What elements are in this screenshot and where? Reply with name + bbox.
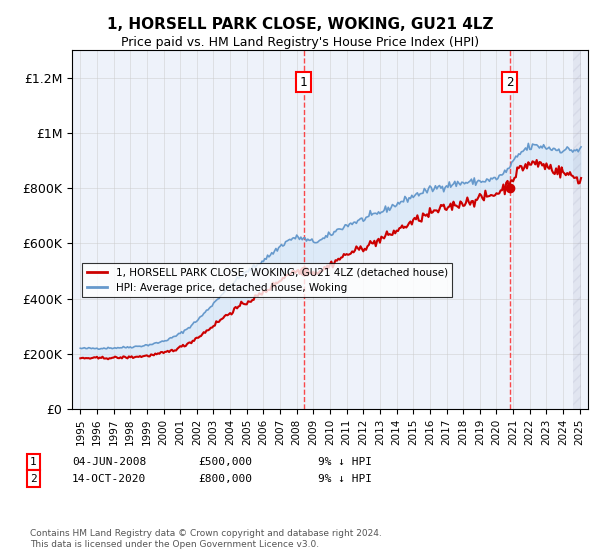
Text: 1: 1 xyxy=(30,457,37,467)
1, HORSELL PARK CLOSE, WOKING, GU21 4LZ (detached house) xyxy=(337,254,344,261)
HPI: Average price, detached house, Woking: (2.01e+03, 6.51e+05): Average price, detached house, Woking: (… xyxy=(337,226,344,232)
HPI: Average price, detached house, Woking: (2.02e+03, 8.25e+05): Average price, detached house, Woking: (… xyxy=(451,178,458,185)
HPI: Average price, detached house, Woking: (2e+03, 2.2e+05): Average price, detached house, Woking: (… xyxy=(77,345,84,352)
HPI: Average price, detached house, Woking: (2.02e+03, 8.11e+05): Average price, detached house, Woking: (… xyxy=(448,182,455,189)
Legend: 1, HORSELL PARK CLOSE, WOKING, GU21 4LZ (detached house), HPI: Average price, de: 1, HORSELL PARK CLOSE, WOKING, GU21 4LZ … xyxy=(82,264,452,297)
1, HORSELL PARK CLOSE, WOKING, GU21 4LZ (detached house) xyxy=(77,355,84,362)
Text: Price paid vs. HM Land Registry's House Price Index (HPI): Price paid vs. HM Land Registry's House … xyxy=(121,36,479,49)
Text: 9% ↓ HPI: 9% ↓ HPI xyxy=(318,457,372,467)
Text: £500,000: £500,000 xyxy=(198,457,252,467)
1, HORSELL PARK CLOSE, WOKING, GU21 4LZ (detached house) xyxy=(577,175,584,181)
Text: Contains HM Land Registry data © Crown copyright and database right 2024.
This d: Contains HM Land Registry data © Crown c… xyxy=(30,529,382,549)
HPI: Average price, detached house, Woking: (2.02e+03, 8.07e+05): Average price, detached house, Woking: (… xyxy=(439,183,446,190)
1, HORSELL PARK CLOSE, WOKING, GU21 4LZ (detached house) xyxy=(439,202,446,209)
Text: 1: 1 xyxy=(300,76,307,88)
Line: 1, HORSELL PARK CLOSE, WOKING, GU21 4LZ (detached house): 1, HORSELL PARK CLOSE, WOKING, GU21 4LZ … xyxy=(80,160,581,359)
HPI: Average price, detached house, Woking: (2.02e+03, 9.17e+05): Average price, detached house, Woking: (… xyxy=(512,153,520,160)
Text: 14-OCT-2020: 14-OCT-2020 xyxy=(72,474,146,484)
Text: £800,000: £800,000 xyxy=(198,474,252,484)
1, HORSELL PARK CLOSE, WOKING, GU21 4LZ (detached house) xyxy=(533,157,540,164)
Text: 1, HORSELL PARK CLOSE, WOKING, GU21 4LZ: 1, HORSELL PARK CLOSE, WOKING, GU21 4LZ xyxy=(107,17,493,32)
1, HORSELL PARK CLOSE, WOKING, GU21 4LZ (detached house) xyxy=(512,174,520,180)
1, HORSELL PARK CLOSE, WOKING, GU21 4LZ (detached house) xyxy=(251,292,259,298)
1, HORSELL PARK CLOSE, WOKING, GU21 4LZ (detached house) xyxy=(451,202,458,209)
Text: 9% ↓ HPI: 9% ↓ HPI xyxy=(318,474,372,484)
1, HORSELL PARK CLOSE, WOKING, GU21 4LZ (detached house) xyxy=(448,207,455,213)
Text: 04-JUN-2008: 04-JUN-2008 xyxy=(72,457,146,467)
HPI: Average price, detached house, Woking: (2.01e+03, 5.13e+05): Average price, detached house, Woking: (… xyxy=(251,264,259,270)
Line: HPI: Average price, detached house, Woking: HPI: Average price, detached house, Woki… xyxy=(80,143,581,349)
HPI: Average price, detached house, Woking: (2e+03, 2.16e+05): Average price, detached house, Woking: (… xyxy=(95,346,102,353)
HPI: Average price, detached house, Woking: (2.02e+03, 9.63e+05): Average price, detached house, Woking: (… xyxy=(525,140,532,147)
1, HORSELL PARK CLOSE, WOKING, GU21 4LZ (detached house) xyxy=(104,356,112,362)
Text: 2: 2 xyxy=(506,76,514,88)
Text: 2: 2 xyxy=(30,474,37,484)
HPI: Average price, detached house, Woking: (2.03e+03, 9.5e+05): Average price, detached house, Woking: (… xyxy=(577,143,584,150)
